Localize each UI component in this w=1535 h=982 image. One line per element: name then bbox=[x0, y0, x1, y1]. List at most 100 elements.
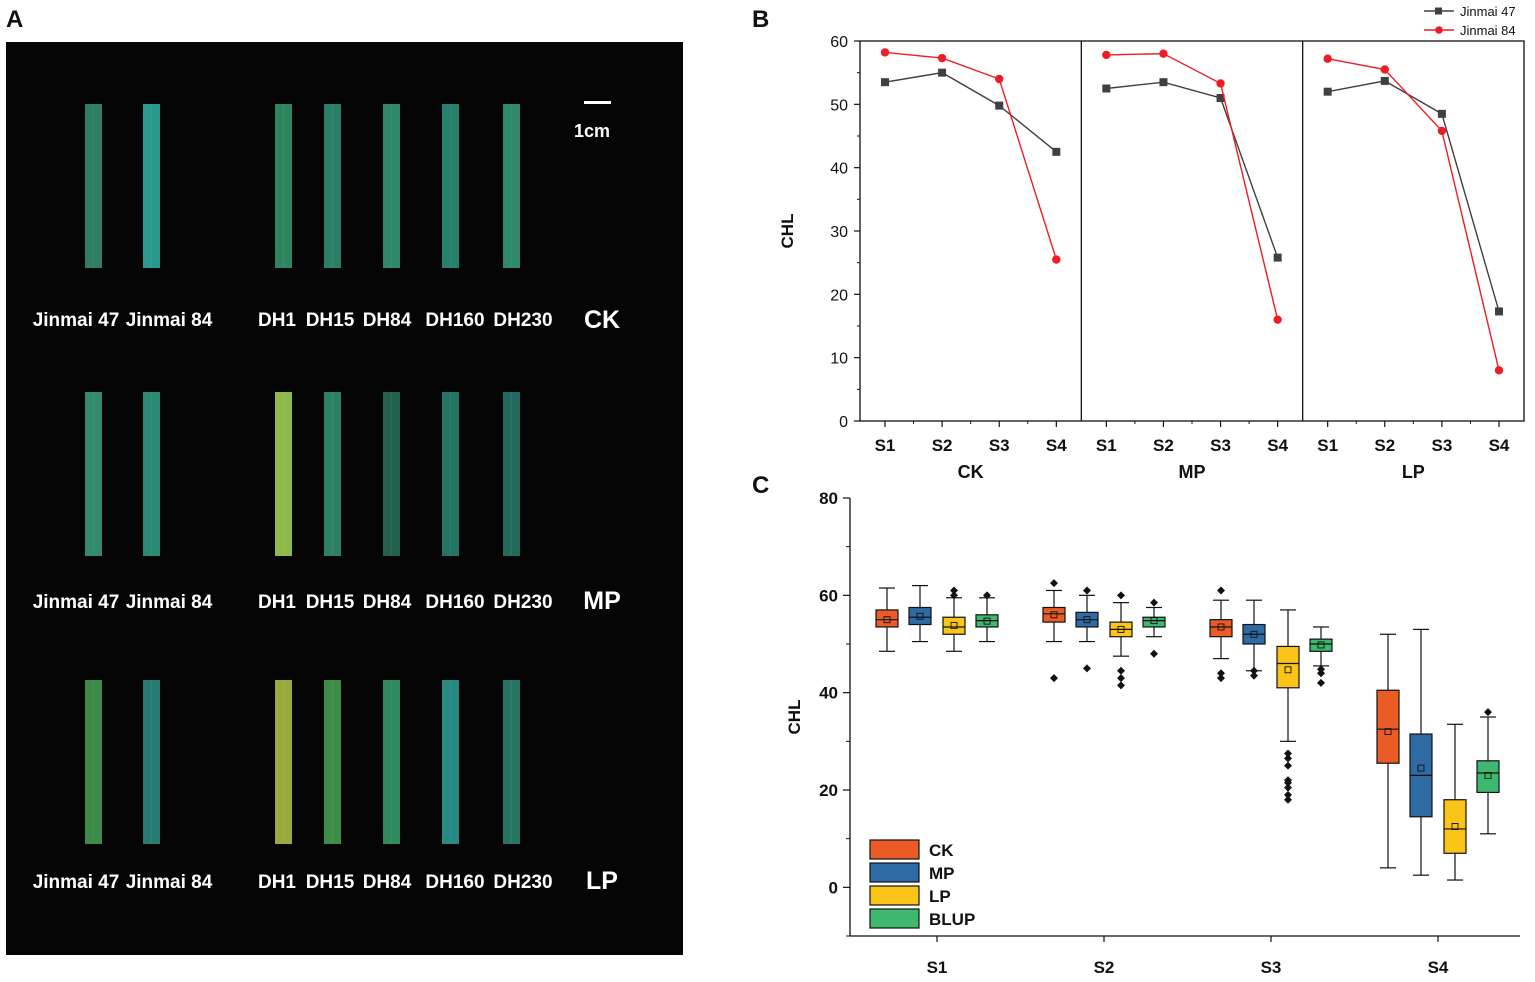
iqr-box bbox=[908, 606, 932, 626]
mean-marker bbox=[883, 616, 891, 624]
series-line-jinmai-84 bbox=[1106, 52, 1279, 320]
iqr-box bbox=[1209, 619, 1233, 638]
outlier-point bbox=[1050, 579, 1058, 588]
data-point bbox=[1159, 78, 1168, 87]
data-point bbox=[1437, 109, 1446, 118]
outlier-point bbox=[1284, 790, 1292, 799]
leaf-dh84-mp bbox=[383, 392, 400, 556]
y-tick-label: 10 bbox=[830, 351, 848, 368]
plot-frame-b bbox=[859, 40, 1525, 422]
mean-marker bbox=[1217, 623, 1225, 631]
series-line-jinmai-47 bbox=[884, 71, 1057, 153]
leaf-jinmai-84-mp bbox=[143, 392, 160, 556]
iqr-box bbox=[875, 609, 899, 628]
y-tick-label: 60 bbox=[830, 34, 848, 51]
x-tick-label: S2 bbox=[1153, 436, 1174, 455]
leaf-dh230-mp bbox=[503, 392, 520, 556]
data-point bbox=[938, 68, 947, 77]
outlier-point bbox=[1150, 649, 1158, 658]
outlier-point bbox=[1284, 778, 1292, 787]
mean-marker bbox=[1384, 728, 1392, 736]
mean-marker bbox=[1050, 611, 1058, 619]
x-tick-label: S3 bbox=[1431, 436, 1452, 455]
y-tick-label: 30 bbox=[830, 224, 848, 241]
genotype-label: DH15 bbox=[305, 592, 355, 613]
x-tick-label: S4 bbox=[1489, 436, 1510, 455]
box-s2-ck bbox=[1042, 579, 1066, 683]
leaf-dh160-lp bbox=[442, 680, 459, 844]
x-tick-label: S1 bbox=[875, 436, 896, 455]
data-point bbox=[1323, 87, 1332, 96]
iqr-box bbox=[975, 614, 999, 628]
mean-marker bbox=[1284, 666, 1292, 674]
y-tick-label: 50 bbox=[830, 97, 848, 114]
genotype-label: DH15 bbox=[305, 872, 355, 893]
data-point bbox=[1380, 76, 1389, 85]
x-tick-label: S3 bbox=[1210, 436, 1231, 455]
data-point bbox=[1495, 307, 1503, 316]
leaf-dh230-ck bbox=[503, 104, 520, 268]
genotype-label: DH84 bbox=[362, 872, 412, 893]
outlier-point bbox=[1284, 776, 1292, 785]
iqr-box bbox=[1276, 645, 1300, 689]
x-tick-label: S3 bbox=[1261, 958, 1282, 977]
outlier-point bbox=[1484, 708, 1492, 717]
outlier-point bbox=[1117, 591, 1125, 600]
leaf-jinmai-47-mp bbox=[85, 392, 102, 556]
outlier-point bbox=[950, 591, 958, 600]
box-s4-mp bbox=[1409, 628, 1433, 876]
genotype-label: Jinmai 47 bbox=[32, 592, 120, 613]
x-tick-label: S1 bbox=[1317, 436, 1338, 455]
panel-label-a: A bbox=[6, 6, 24, 33]
y-axis-label: CHL bbox=[778, 214, 797, 249]
iqr-box bbox=[1242, 623, 1266, 645]
legend-swatch-lp bbox=[869, 885, 920, 906]
data-point bbox=[881, 78, 889, 87]
outlier-point bbox=[1284, 761, 1292, 770]
leaf-dh1-ck bbox=[275, 104, 292, 268]
outlier-point bbox=[1217, 674, 1225, 683]
genotype-label: DH160 bbox=[425, 310, 485, 331]
facet-label-mp: MP bbox=[1179, 462, 1206, 482]
x-tick-label: S2 bbox=[1094, 958, 1115, 977]
data-point bbox=[1494, 366, 1504, 375]
legend-marker bbox=[1435, 26, 1443, 34]
data-point bbox=[1102, 50, 1111, 60]
box-s4-ck bbox=[1376, 633, 1400, 869]
panel-label-b: B bbox=[752, 6, 770, 33]
leaf-dh15-mp bbox=[324, 392, 341, 556]
legend-label-blup: BLUP bbox=[929, 910, 975, 929]
leaf-dh230-lp bbox=[503, 680, 520, 844]
x-tick-label: S3 bbox=[989, 436, 1010, 455]
leaf-photo-panel: 1cm Jinmai 47 Jinmai 84 DH1 DH15 DH84 DH160 DH… bbox=[6, 42, 683, 955]
treatment-label-mp: MP bbox=[583, 587, 621, 615]
y-tick-label: 40 bbox=[819, 684, 838, 703]
outlier-point bbox=[1317, 678, 1325, 687]
mean-marker bbox=[983, 617, 991, 625]
leaf-dh84-lp bbox=[383, 680, 400, 844]
genotype-label: Jinmai 84 bbox=[125, 592, 213, 613]
y-tick-label: 20 bbox=[830, 287, 848, 304]
genotype-label: DH160 bbox=[425, 872, 485, 893]
data-point bbox=[937, 53, 947, 63]
y-tick-label: 40 bbox=[830, 161, 848, 178]
iqr-box bbox=[1376, 689, 1400, 764]
y-tick-label: 0 bbox=[839, 414, 848, 431]
y-tick-label: 20 bbox=[819, 781, 838, 800]
leaf-dh84-ck bbox=[383, 104, 400, 268]
leaf-jinmai-47-lp bbox=[85, 680, 102, 844]
x-tick-label: S4 bbox=[1428, 958, 1449, 977]
outlier-point bbox=[950, 586, 958, 595]
iqr-box bbox=[942, 616, 966, 635]
genotype-label: DH1 bbox=[257, 872, 297, 893]
outlier-point bbox=[1317, 669, 1325, 678]
legend-marker bbox=[1435, 7, 1442, 15]
data-point bbox=[1273, 253, 1282, 262]
facet-label-lp: LP bbox=[1402, 462, 1425, 482]
iqr-box bbox=[1109, 621, 1133, 638]
mean-marker bbox=[1317, 641, 1325, 649]
outlier-point bbox=[1284, 795, 1292, 804]
leaf-jinmai-84-lp bbox=[143, 680, 160, 844]
outlier-point bbox=[1284, 783, 1292, 792]
genotype-label: DH230 bbox=[493, 592, 553, 613]
